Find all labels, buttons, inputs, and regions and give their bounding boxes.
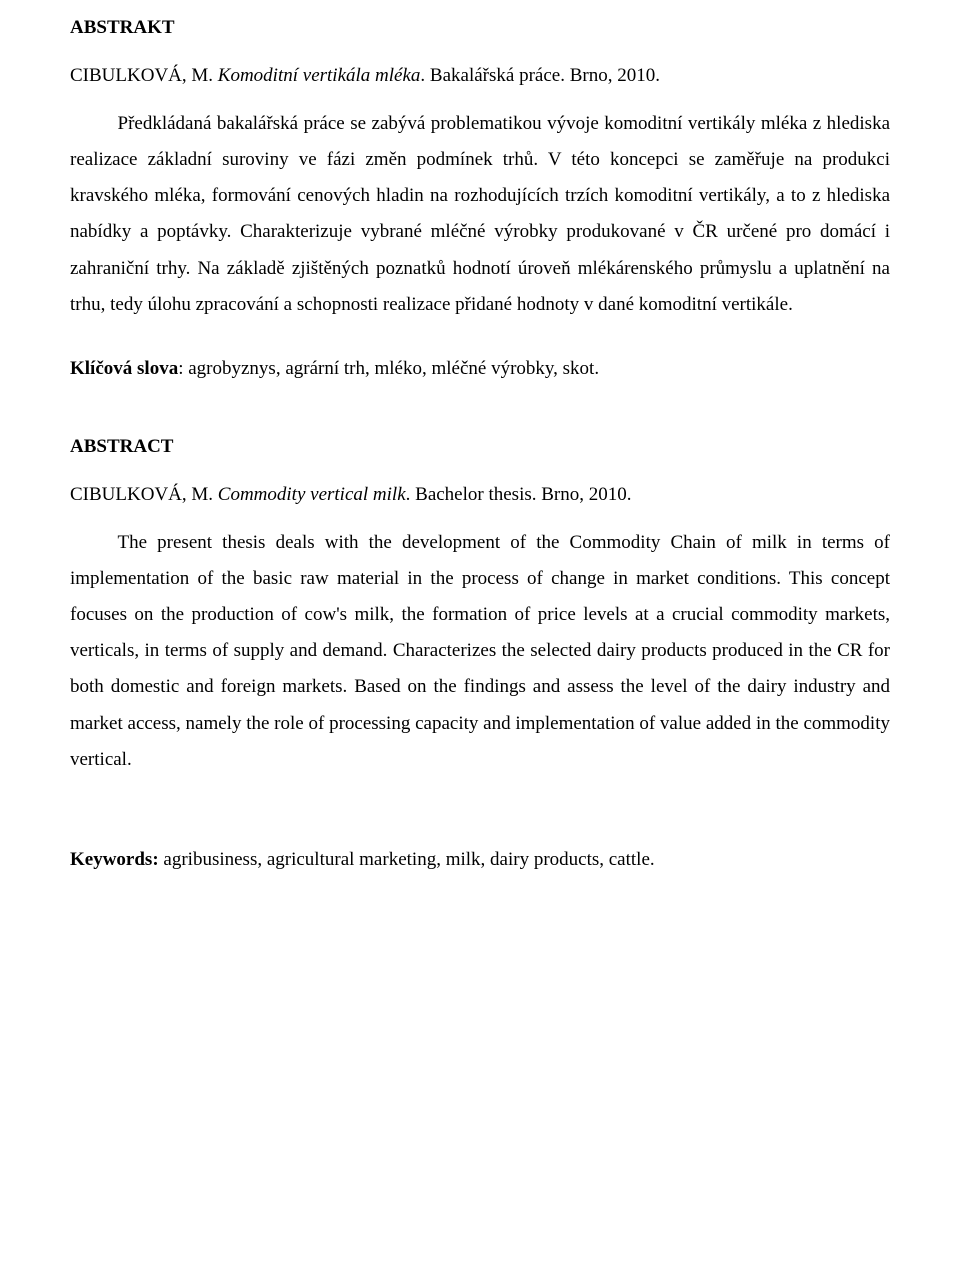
- citation-title-en: Commodity vertical milk: [218, 484, 406, 505]
- abstract-body-en: The present thesis deals with the develo…: [70, 525, 890, 778]
- citation-rest-cz: . Bakalářská práce. Brno, 2010.: [420, 65, 660, 86]
- keywords-text-en: agribusiness, agricultural marketing, mi…: [159, 849, 655, 870]
- page: ABSTRAKT CIBULKOVÁ, M. Komoditní vertiká…: [0, 0, 960, 1287]
- citation-title-cz: Komoditní vertikála mléka: [218, 65, 421, 86]
- citation-rest-en: . Bachelor thesis. Brno, 2010.: [406, 484, 632, 505]
- abstract-heading-cz: ABSTRAKT: [70, 10, 890, 46]
- citation-author-cz: CIBULKOVÁ, M.: [70, 65, 218, 86]
- keywords-label-en: Keywords:: [70, 849, 159, 870]
- citation-en: CIBULKOVÁ, M. Commodity vertical milk. B…: [70, 477, 890, 513]
- keywords-en: Keywords: agribusiness, agricultural mar…: [70, 842, 890, 878]
- abstract-body-cz: Předkládaná bakalářská práce se zabývá p…: [70, 106, 890, 323]
- keywords-label-cz: Klíčová slova: [70, 358, 178, 379]
- keywords-text-cz: : agrobyznys, agrární trh, mléko, mléčné…: [178, 358, 599, 379]
- citation-cz: CIBULKOVÁ, M. Komoditní vertikála mléka.…: [70, 58, 890, 94]
- abstract-heading-en: ABSTRACT: [70, 429, 890, 465]
- keywords-cz: Klíčová slova: agrobyznys, agrární trh, …: [70, 351, 890, 387]
- citation-author-en: CIBULKOVÁ, M.: [70, 484, 218, 505]
